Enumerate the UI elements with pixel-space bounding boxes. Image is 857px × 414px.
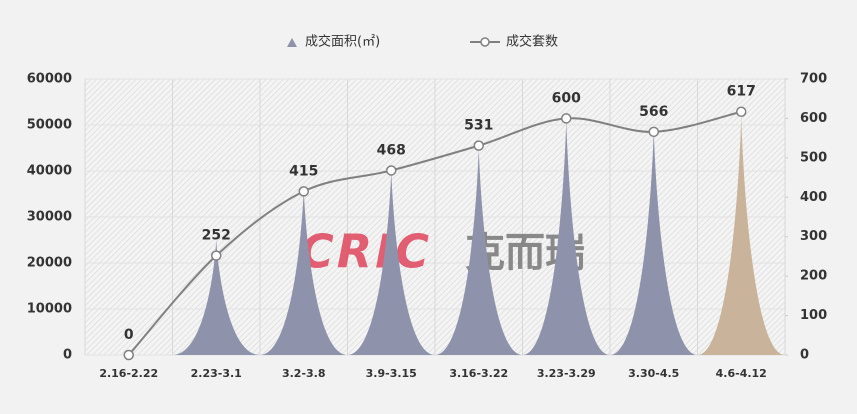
line-point [561, 113, 572, 124]
x-tick-label: 2.16-2.22 [99, 367, 158, 380]
data-label: 617 [727, 84, 756, 100]
line-point [736, 106, 747, 117]
watermark-logo: CRIC [300, 225, 432, 279]
data-label: 531 [464, 118, 493, 134]
y2-tick-label: 500 [800, 150, 827, 165]
legend-marker [480, 37, 490, 47]
line-point [211, 250, 222, 261]
y-tick-label: 50000 [27, 118, 72, 133]
y2-tick-label: 200 [800, 269, 827, 284]
data-label: 252 [202, 228, 231, 244]
legend-label: 成交套数 [506, 34, 558, 50]
y-tick-label: 0 [63, 348, 72, 363]
line-point [473, 140, 484, 151]
y-tick-label: 20000 [27, 256, 72, 271]
line-point [648, 126, 659, 138]
spike-bar [260, 189, 348, 355]
legend-marker [287, 38, 297, 47]
data-label: 566 [639, 104, 668, 120]
y2-tick-label: 300 [800, 229, 827, 244]
y2-tick-label: 600 [800, 111, 827, 126]
line-point [386, 165, 397, 176]
line-point [298, 186, 309, 197]
y-tick-label: 30000 [27, 210, 72, 225]
x-tick-label: 3.16-3.22 [449, 367, 508, 380]
x-tick-label: 3.2-3.8 [282, 367, 326, 380]
x-tick-label: 3.30-4.5 [628, 367, 679, 380]
data-label: 0 [124, 327, 134, 343]
line-point [123, 349, 134, 361]
y2-tick-label: 700 [800, 72, 827, 87]
spike-bar [172, 240, 260, 355]
y2-tick-label: 100 [800, 308, 827, 323]
y-tick-label: 40000 [27, 164, 72, 179]
spike-bar [697, 115, 785, 355]
spike-bar [610, 129, 698, 355]
spike-bar [347, 171, 435, 355]
x-tick-label: 3.9-3.15 [366, 367, 417, 380]
legend-label: 成交面积(㎡) [305, 34, 380, 50]
spike-bar [522, 120, 610, 356]
y2-tick-label: 400 [800, 190, 827, 205]
y-tick-label: 10000 [27, 302, 72, 317]
data-label: 600 [552, 90, 581, 106]
data-label: 415 [289, 163, 318, 179]
data-label: 468 [377, 142, 406, 158]
y2-tick-label: 0 [800, 348, 809, 363]
x-tick-label: 2.23-3.1 [191, 367, 242, 380]
x-tick-label: 4.6-4.12 [716, 367, 767, 380]
x-tick-label: 3.23-3.29 [537, 367, 596, 380]
y-tick-label: 60000 [27, 72, 72, 87]
spike-bar [435, 148, 523, 355]
legend: 成交面积(㎡) 成交套数 [287, 34, 558, 50]
